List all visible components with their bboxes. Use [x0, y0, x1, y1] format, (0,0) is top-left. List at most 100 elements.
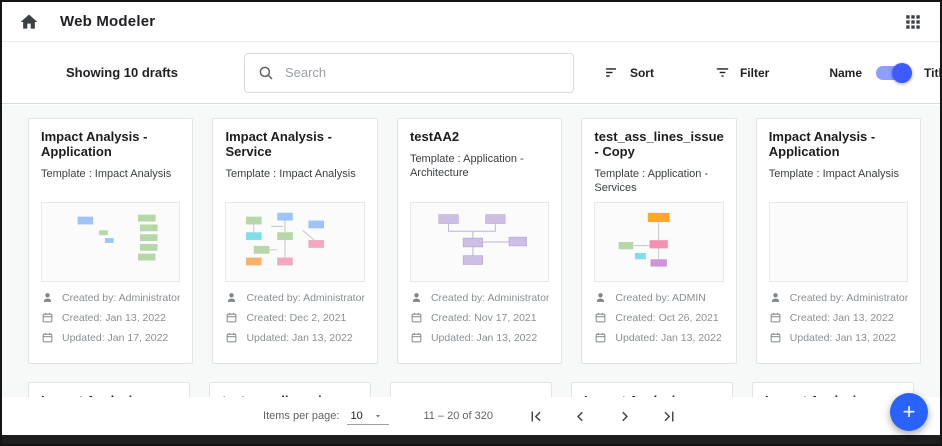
last-page-button[interactable] [659, 406, 679, 426]
card-thumbnail[interactable] [225, 202, 365, 282]
card-head: test_ass_lines_issue - Copy Template : A… [594, 129, 724, 202]
filter-label: Filter [739, 65, 770, 80]
card-head: Impact Analysis [765, 393, 901, 397]
items-per-page: Items per page: 10 [263, 408, 390, 425]
items-per-page-label: Items per page: [263, 410, 340, 422]
person-icon [41, 291, 54, 304]
card-title: Impact Analysis [765, 393, 901, 397]
filter-icon [714, 64, 731, 81]
page-title: Web Modeler [60, 13, 156, 30]
card-created-by-row: Created by: Administrator [410, 291, 549, 304]
sort-button[interactable]: Sort [574, 52, 684, 94]
draft-card[interactable]: Impact Analysis - Application Template :… [755, 118, 922, 364]
items-per-page-select[interactable]: 10 [347, 408, 390, 425]
card-title: aaaa [403, 393, 539, 397]
card-updated-row: Updated: Jan 13, 2022 [594, 331, 723, 344]
calendar-icon [769, 311, 782, 324]
card-thumbnail[interactable] [594, 202, 724, 282]
card-head: Impact Analysis - [41, 393, 177, 397]
window-bottom-edge [2, 435, 940, 444]
draft-card[interactable]: Impact Analysis - [28, 382, 190, 397]
draft-card[interactable]: Impact Analysis - Application Template :… [28, 118, 194, 364]
sort-label: Sort [629, 65, 654, 80]
card-thumbnail[interactable] [768, 202, 909, 282]
card-thumbnail[interactable] [41, 202, 181, 282]
card-template-label: Template : Application - Services [594, 167, 709, 195]
draft-card[interactable]: test_ass_lines_issue - Copy Template : A… [581, 118, 737, 364]
draft-card[interactable]: test_ass_lines_issue [209, 382, 371, 397]
card-created-by-row: Created by: Administrator [769, 291, 908, 304]
calendar-icon [410, 311, 423, 324]
app-header: Web Modeler [2, 2, 940, 42]
card-head: testAA2 Template : Application - Archite… [410, 129, 549, 202]
next-page-button[interactable] [615, 406, 635, 426]
draft-card[interactable]: aaaa [390, 382, 552, 397]
card-title: test_ass_lines_issue [222, 393, 358, 397]
card-updated-text: Updated: Jan 13, 2022 [789, 331, 897, 344]
filter-button[interactable]: Filter [684, 52, 799, 94]
pagination-nav [527, 406, 679, 426]
card-created-by-text: Created by: Administrator [430, 291, 550, 304]
card-created-by-text: Created by: Administrator [246, 291, 365, 304]
create-new-button[interactable]: + [890, 393, 928, 431]
card-created-text: Created: Jan 13, 2022 [62, 311, 166, 324]
card-head: test_ass_lines_issue [222, 393, 358, 397]
calendar-icon [41, 311, 54, 324]
calendar-icon [41, 331, 54, 344]
search-box[interactable] [243, 52, 574, 93]
card-title: test_ass_lines_issue - Copy [594, 129, 724, 159]
name-title-toggle[interactable] [876, 62, 912, 83]
person-icon [594, 291, 607, 304]
card-updated-text: Updated: Jan 17, 2022 [62, 331, 169, 344]
card-title: Impact Analysis - Application [768, 129, 876, 159]
card-created-by-row: Created by: Administrator [225, 291, 365, 304]
card-head: Impact Analysis - Application Template :… [768, 129, 908, 202]
search-input[interactable] [284, 65, 561, 80]
card-head: Impact Analysis - Application Template :… [41, 129, 180, 202]
calendar-icon [594, 331, 607, 344]
card-created-text: Created: Oct 26, 2021 [615, 311, 719, 324]
items-per-page-value: 10 [350, 409, 363, 422]
card-updated-text: Updated: Jan 13, 2022 [615, 331, 722, 344]
drafts-count-label: Showing 10 drafts [66, 65, 178, 80]
card-updated-text: Updated: Jan 13, 2022 [246, 331, 353, 344]
card-updated-row: Updated: Jan 13, 2022 [410, 331, 549, 344]
card-updated-text: Updated: Jan 13, 2022 [430, 331, 538, 344]
draft-card[interactable]: Impact Analysis - Service Template : Imp… [212, 118, 378, 364]
plus-icon: + [902, 399, 916, 424]
card-template-label: Template : Impact Analysis [41, 167, 172, 180]
draft-card[interactable]: Impact Analysis [571, 382, 733, 397]
card-created-row: Created: Oct 26, 2021 [594, 311, 723, 324]
card-created-row: Created: Jan 13, 2022 [41, 311, 180, 324]
toggle-name-label: Name [829, 65, 862, 80]
card-title: Impact Analysis [584, 393, 720, 397]
draft-card[interactable]: Impact Analysis [752, 382, 914, 397]
card-created-row: Created: Jan 13, 2022 [769, 311, 908, 324]
apps-grid-icon [904, 13, 922, 31]
card-thumbnail[interactable] [409, 202, 550, 282]
card-created-row: Created: Nov 17, 2021 [410, 311, 549, 324]
card-title: Impact Analysis - Service [225, 129, 332, 159]
toggle-title-label: Title [924, 65, 942, 80]
previous-page-button[interactable] [571, 406, 591, 426]
card-head: aaaa [403, 393, 539, 397]
card-updated-row: Updated: Jan 13, 2022 [769, 331, 908, 344]
page-range-label: 11 – 20 of 320 [423, 410, 493, 422]
card-head: Impact Analysis [584, 393, 720, 397]
toggle-thumb [892, 62, 912, 83]
home-icon [19, 12, 39, 32]
calendar-icon [225, 311, 238, 324]
first-page-button[interactable] [527, 406, 547, 426]
toolbar: Showing 10 drafts Sort [2, 42, 940, 104]
pagination-bar: Items per page: 10 11 – 20 of 320 [2, 397, 940, 435]
draft-card[interactable]: testAA2 Template : Application - Archite… [396, 118, 563, 364]
card-template-label: Template : Impact Analysis [768, 167, 900, 180]
card-created-by-text: Created by: Administrator [789, 291, 909, 304]
apps-grid-button[interactable] [900, 9, 926, 35]
drafts-area: Impact Analysis - Application Template :… [2, 105, 940, 397]
card-created-text: Created: Jan 13, 2022 [789, 311, 894, 324]
home-button[interactable] [16, 9, 42, 35]
card-title: Impact Analysis - Application [41, 129, 148, 159]
card-template-label: Template : Impact Analysis [225, 167, 356, 180]
